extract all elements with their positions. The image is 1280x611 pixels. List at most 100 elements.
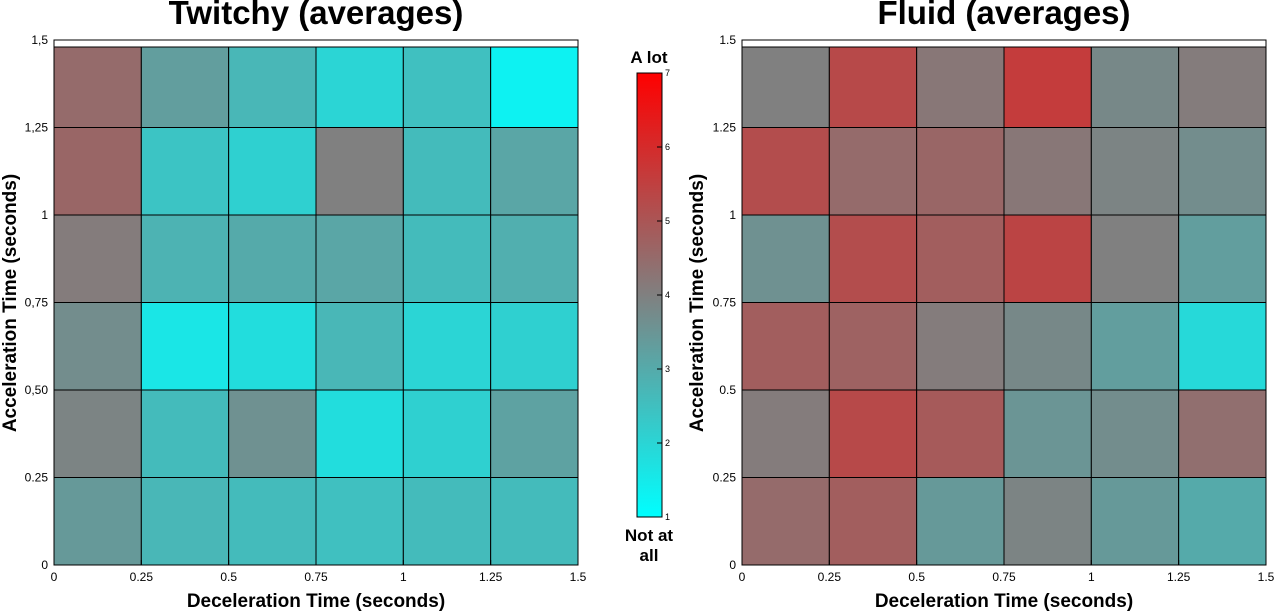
heatmap-cell [916,389,1005,478]
heatmap-cell [402,302,492,391]
heatmap-cell [315,389,404,478]
heatmap-cell [228,477,317,566]
y-tick-label: 1,5 [31,33,48,47]
y-axis-label: Acceleration Time (seconds) [687,174,708,432]
heatmap-cell [916,214,1005,303]
x-tick-label: 1 [400,570,407,584]
y-tick-label: 0.25 [25,471,49,485]
heatmap-cell [741,302,830,391]
heatmap-cell [315,477,404,566]
heatmap-cell [315,302,404,391]
heatmap-cell [140,389,230,478]
twitchy-heatmap: Twitchy (averages) Deceleration Time (se… [0,0,587,611]
y-tick-label: 0.75 [713,296,737,310]
heatmap-cell [402,46,492,128]
heatmap-cell [1090,302,1180,391]
heatmap-cell [53,214,142,303]
heatmap-cell [741,127,830,216]
heatmap-cell [53,46,142,128]
heatmap-cell [490,302,579,391]
y-tick-label: 1 [729,208,736,222]
heatmap-cell [140,46,230,128]
heatmap-cell [1090,477,1180,566]
heatmap-cell [1090,389,1180,478]
chart-title: Twitchy (averages) [169,0,464,31]
colorbar: A lot 1 2 3 4 5 6 7 Not at all [625,48,674,565]
heatmap-cell [1178,302,1267,391]
axes: 0 0.25 0.5 0.75 1 1.25 1.5 0 0.25 0.5 0.75 1 1.25 1.5 [713,33,1275,584]
heatmap-cell [53,477,142,566]
colorbar-tick-label: 2 [665,438,670,448]
heatmap-cell [402,389,492,478]
x-tick-label: 0.75 [304,570,328,584]
heatmap-cell [402,477,492,566]
colorbar-tick-label: 7 [665,68,670,78]
heatmap-cell [916,302,1005,391]
heatmap-cell [402,214,492,303]
heatmap-cell [490,46,579,128]
heatmap-cell [53,127,142,216]
y-tick-label: 1,25 [25,121,49,135]
chart-title: Fluid (averages) [877,0,1130,31]
heatmap-cell [1003,46,1092,128]
x-tick-label: 0.5 [220,570,237,584]
heatmap-cell [315,214,404,303]
y-tick-label: 1.25 [713,121,737,135]
x-tick-label: 0 [51,570,58,584]
heatmap-cell [53,302,142,391]
heatmap-cell [1003,477,1092,566]
heatmap-cell [1178,46,1267,128]
heatmap-cells [53,46,579,566]
heatmap-cell [828,477,918,566]
x-tick-label: 1.5 [570,570,587,584]
x-axis-label: Deceleration Time (seconds) [875,591,1133,611]
colorbar-tick-label: 6 [665,142,670,152]
heatmap-cell [741,214,830,303]
y-tick-label: 1.5 [719,33,736,47]
heatmap-cell [228,127,317,216]
heatmap-cell [1178,389,1267,478]
heatmap-cell [916,127,1005,216]
heatmap-cell [828,389,918,478]
x-tick-label: 1.25 [479,570,503,584]
y-axis-label: Acceleration Time (seconds) [0,174,21,432]
heatmap-cell [228,214,317,303]
heatmap-cell [828,46,918,128]
axes: 0 0.25 0.5 0.75 1 1.25 1.5 0 0.25 0,50 0,75 1 1,25 1,… [25,33,587,584]
heatmap-cell [490,214,579,303]
heatmap-cell [140,127,230,216]
fluid-heatmap: Fluid (averages) Deceleration Time (seco… [687,0,1275,611]
colorbar-tick-label: 5 [665,216,670,226]
x-tick-label: 0.25 [130,570,154,584]
y-tick-label: 0.5 [719,383,736,397]
x-tick-label: 0.5 [908,570,925,584]
heatmap-cell [315,127,404,216]
x-tick-label: 0.25 [818,570,842,584]
heatmap-cell [1090,214,1180,303]
y-tick-label: 0 [729,558,736,572]
heatmap-cell [490,477,579,566]
heatmap-cell [1090,127,1180,216]
heatmap-cell [228,389,317,478]
colorbar-tick-label: 3 [665,364,670,374]
heatmap-cell [490,127,579,216]
heatmap-cell [916,46,1005,128]
colorbar-tick-label: 4 [665,290,670,300]
heatmap-cell [828,127,918,216]
x-axis-label: Deceleration Time (seconds) [187,591,445,611]
heatmap-cell [828,302,918,391]
colorbar-top-label: A lot [630,48,667,67]
y-tick-label: 0.25 [713,471,737,485]
x-tick-label: 1.5 [1258,570,1275,584]
colorbar-ticks: 1 2 3 4 5 6 7 [657,68,670,522]
x-tick-label: 1 [1088,570,1095,584]
heatmap-cell [741,389,830,478]
x-tick-label: 0 [739,570,746,584]
y-tick-label: 0 [41,558,48,572]
heatmap-cell [916,477,1005,566]
heatmap-cell [228,46,317,128]
heatmap-cell [53,389,142,478]
y-tick-label: 0,75 [25,296,49,310]
heatmap-cell [1003,302,1092,391]
